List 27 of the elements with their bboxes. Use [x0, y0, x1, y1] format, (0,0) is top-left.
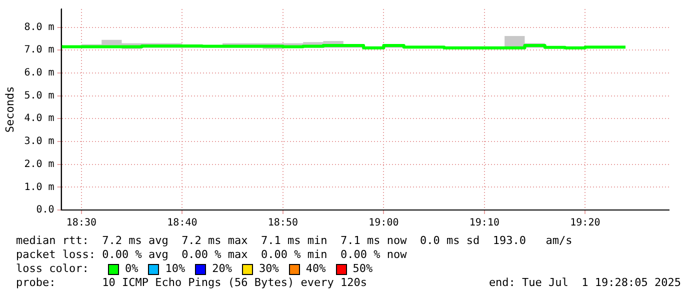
y-tick-label: 3.0 m — [24, 136, 54, 148]
x-tick-label: 18:50 — [268, 218, 298, 229]
text: 30% — [259, 262, 279, 276]
y-tick-label: 0.0 — [36, 204, 54, 216]
text: packet loss: 0.00 % avg 0.00 % max 0.00 % min 0.00 % now — [16, 248, 408, 262]
text: 10% — [165, 262, 186, 276]
y-tick-label: 7.0 m — [24, 44, 54, 56]
text: loss color: — [16, 262, 90, 276]
y-tick-label: 2.0 m — [24, 158, 54, 170]
y-tick-label: 4.0 m — [24, 113, 54, 124]
text: probe: 10 ICMP Echo Pings (56 Bytes) every 120s — [16, 276, 367, 290]
text: median rtt: 7.2 ms avg 7.2 ms max 7.1 ms min 7.1 ms now 0.0 ms sd 193.0 am/s — [16, 234, 574, 248]
text: 20% — [212, 262, 232, 276]
y-tick-label: 6.0 m — [24, 68, 54, 79]
x-tick-label: 19:00 — [368, 218, 399, 229]
y-axis-title: Seconds — [3, 86, 16, 133]
text: 0% — [125, 262, 138, 276]
x-tick-label: 18:40 — [167, 218, 198, 229]
text: 40% — [306, 262, 326, 276]
y-tick-label: 5.0 m — [24, 90, 54, 102]
x-tick-label: 19:10 — [469, 218, 500, 229]
text: end: Tue Jul 1 19:28:05 2025 — [488, 276, 681, 290]
y-tick-label: 8.0 m — [24, 22, 54, 33]
x-tick-label: 18:30 — [66, 218, 97, 229]
x-tick-label: 19:20 — [570, 218, 600, 229]
text: 50% — [352, 262, 373, 276]
y-tick-label: 1.0 m — [24, 182, 54, 193]
